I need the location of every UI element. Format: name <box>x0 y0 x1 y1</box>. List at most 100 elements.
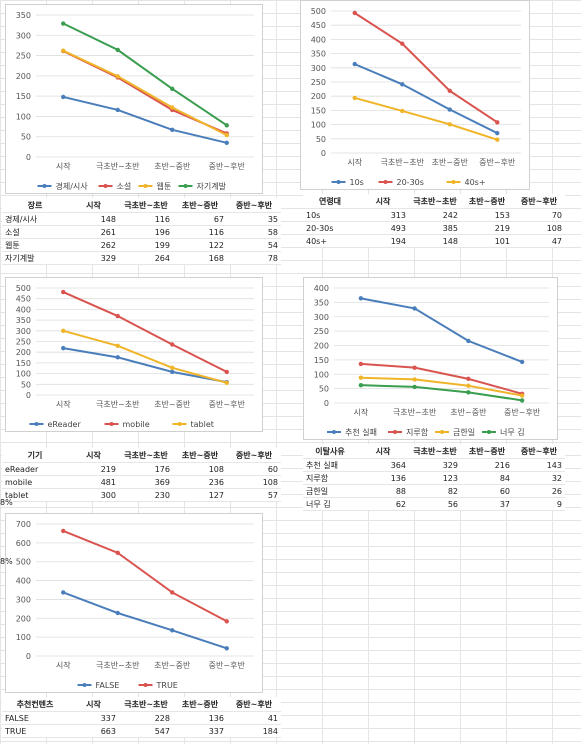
header-cell[interactable]: 이탈사유 <box>303 444 357 459</box>
value-cell[interactable]: 663 <box>68 724 119 738</box>
header-cell[interactable]: 시작 <box>68 448 119 463</box>
value-cell[interactable]: 9 <box>513 497 565 511</box>
value-cell[interactable]: 194 <box>357 234 409 248</box>
value-cell[interactable]: 108 <box>513 221 565 235</box>
value-cell[interactable]: 153 <box>461 208 513 222</box>
value-cell[interactable]: 37 <box>461 497 513 511</box>
row-label-cell[interactable]: 40s+ <box>303 234 357 248</box>
value-cell[interactable]: 116 <box>173 225 227 239</box>
value-cell[interactable]: 127 <box>173 488 227 502</box>
row-label-cell[interactable]: 지루함 <box>303 471 357 485</box>
value-cell[interactable]: 116 <box>119 212 173 226</box>
row-label-cell[interactable]: 소설 <box>2 225 68 239</box>
row-label-cell[interactable]: TRUE <box>2 724 68 738</box>
value-cell[interactable]: 230 <box>119 488 173 502</box>
header-cell[interactable]: 시작 <box>357 444 409 459</box>
header-cell[interactable]: 초반~중반 <box>173 697 227 712</box>
value-cell[interactable]: 148 <box>68 212 119 226</box>
value-cell[interactable]: 242 <box>409 208 461 222</box>
header-cell[interactable]: 극초반~초반 <box>409 444 461 459</box>
value-cell[interactable]: 547 <box>119 724 173 738</box>
value-cell[interactable]: 199 <box>119 238 173 252</box>
value-cell[interactable]: 369 <box>119 475 173 489</box>
value-cell[interactable]: 143 <box>513 458 565 472</box>
row-label-cell[interactable]: 10s <box>303 208 357 222</box>
value-cell[interactable]: 329 <box>68 251 119 265</box>
chart-age[interactable]: 0 50 100 150 200 250 300 350 400 450 500 시작 극초반~초반 초반… <box>300 0 530 190</box>
header-cell[interactable]: 연령대 <box>303 194 357 209</box>
value-cell[interactable]: 219 <box>461 221 513 235</box>
value-cell[interactable]: 41 <box>227 711 281 725</box>
value-cell[interactable]: 62 <box>357 497 409 511</box>
header-cell[interactable]: 중반~후반 <box>227 448 281 463</box>
value-cell[interactable]: 54 <box>227 238 281 252</box>
value-cell[interactable]: 88 <box>357 484 409 498</box>
header-cell[interactable]: 중반~후반 <box>227 198 281 213</box>
row-label-cell[interactable]: tablet <box>2 488 68 502</box>
value-cell[interactable]: 148 <box>409 234 461 248</box>
value-cell[interactable]: 264 <box>119 251 173 265</box>
chart-content[interactable]: 0 100 200 300 400 500 600 700 시작 극초반~초반 초반~중반 중반~후반… <box>5 513 263 693</box>
header-cell[interactable]: 극초반~초반 <box>119 697 173 712</box>
value-cell[interactable]: 196 <box>119 225 173 239</box>
value-cell[interactable]: 136 <box>357 471 409 485</box>
value-cell[interactable]: 82 <box>409 484 461 498</box>
header-cell[interactable]: 시작 <box>68 697 119 712</box>
value-cell[interactable]: 337 <box>68 711 119 725</box>
row-label-cell[interactable]: eReader <box>2 462 68 476</box>
header-cell[interactable]: 시작 <box>68 198 119 213</box>
value-cell[interactable]: 300 <box>68 488 119 502</box>
value-cell[interactable]: 493 <box>357 221 409 235</box>
header-cell[interactable]: 추천컨텐츠 <box>2 697 68 712</box>
value-cell[interactable]: 236 <box>173 475 227 489</box>
row-label-cell[interactable]: FALSE <box>2 711 68 725</box>
header-cell[interactable]: 시작 <box>357 194 409 209</box>
value-cell[interactable]: 78 <box>227 251 281 265</box>
value-cell[interactable]: 184 <box>227 724 281 738</box>
header-cell[interactable]: 극초반~초반 <box>119 198 173 213</box>
value-cell[interactable]: 228 <box>119 711 173 725</box>
value-cell[interactable]: 32 <box>513 471 565 485</box>
header-cell[interactable]: 장르 <box>2 198 68 213</box>
row-label-cell[interactable]: 20-30s <box>303 221 357 235</box>
value-cell[interactable]: 47 <box>513 234 565 248</box>
row-label-cell[interactable]: 웹툰 <box>2 238 68 252</box>
header-cell[interactable]: 중반~후반 <box>227 697 281 712</box>
header-cell[interactable]: 초반~중반 <box>461 444 513 459</box>
header-cell[interactable]: 중반~후반 <box>513 444 565 459</box>
value-cell[interactable]: 219 <box>68 462 119 476</box>
row-label-cell[interactable]: mobile <box>2 475 68 489</box>
value-cell[interactable]: 168 <box>173 251 227 265</box>
value-cell[interactable]: 84 <box>461 471 513 485</box>
value-cell[interactable]: 101 <box>461 234 513 248</box>
value-cell[interactable]: 216 <box>461 458 513 472</box>
value-cell[interactable]: 108 <box>227 475 281 489</box>
header-cell[interactable]: 초반~중반 <box>461 194 513 209</box>
header-cell[interactable]: 초반~중반 <box>173 448 227 463</box>
value-cell[interactable]: 337 <box>173 724 227 738</box>
row-label-cell[interactable]: 자기계발 <box>2 251 68 265</box>
value-cell[interactable]: 261 <box>68 225 119 239</box>
value-cell[interactable]: 35 <box>227 212 281 226</box>
value-cell[interactable]: 313 <box>357 208 409 222</box>
chart-reason[interactable]: 0 50 100 150 200 250 300 350 400 시작 극초반~초반 초반~중반 중반~… <box>303 277 558 440</box>
header-cell[interactable]: 초반~중반 <box>173 198 227 213</box>
value-cell[interactable]: 56 <box>409 497 461 511</box>
value-cell[interactable]: 60 <box>227 462 281 476</box>
row-label-cell[interactable]: 경제/시사 <box>2 212 68 226</box>
value-cell[interactable]: 481 <box>68 475 119 489</box>
value-cell[interactable]: 58 <box>227 225 281 239</box>
value-cell[interactable]: 176 <box>119 462 173 476</box>
value-cell[interactable]: 262 <box>68 238 119 252</box>
value-cell[interactable]: 70 <box>513 208 565 222</box>
value-cell[interactable]: 26 <box>513 484 565 498</box>
row-label-cell[interactable]: 너무 김 <box>303 497 357 511</box>
value-cell[interactable]: 57 <box>227 488 281 502</box>
value-cell[interactable]: 329 <box>409 458 461 472</box>
value-cell[interactable]: 364 <box>357 458 409 472</box>
header-cell[interactable]: 중반~후반 <box>513 194 565 209</box>
value-cell[interactable]: 60 <box>461 484 513 498</box>
header-cell[interactable]: 기기 <box>2 448 68 463</box>
row-label-cell[interactable]: 금한일 <box>303 484 357 498</box>
value-cell[interactable]: 385 <box>409 221 461 235</box>
